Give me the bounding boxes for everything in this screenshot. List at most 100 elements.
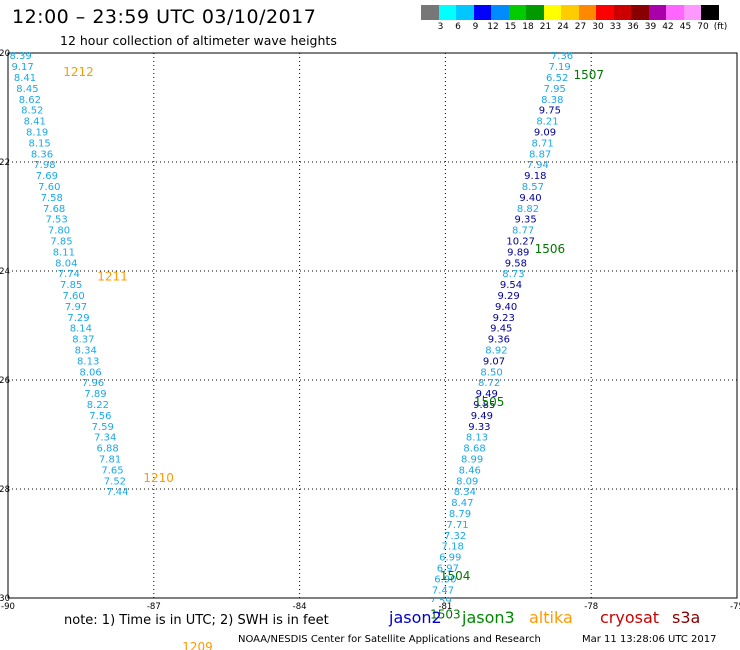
legend-swatch [491, 5, 509, 20]
legend-label: 24 [557, 22, 569, 32]
wave-height-value: 7.60 [38, 182, 60, 193]
wave-height-value: 8.52 [21, 106, 43, 117]
legend-swatch [648, 5, 666, 20]
wave-height-value: 7.60 [62, 291, 84, 302]
pass-time-label: 1505 [474, 395, 505, 409]
wave-height-value: 7.53 [45, 215, 67, 226]
map-frame [7, 52, 738, 599]
wave-height-value: 8.41 [24, 117, 46, 128]
legend-swatch [438, 5, 456, 20]
wave-height-value: 8.87 [529, 149, 551, 160]
legend-swatch [701, 5, 719, 20]
legend-swatch [561, 5, 579, 20]
pass-time-label: 1504 [440, 569, 471, 583]
lat-tick-label: -28 [0, 485, 10, 495]
legend-label: 12 [487, 22, 499, 32]
wave-height-value: 7.34 [94, 433, 116, 444]
pass-time-label: 1212 [63, 65, 94, 79]
legend-swatch [613, 5, 631, 20]
lon-tick-label: -81 [438, 602, 452, 612]
wave-height-value: 7.71 [446, 520, 468, 531]
legend-swatch [683, 5, 701, 20]
generation-timestamp: Mar 11 13:28:06 UTC 2017 [582, 634, 717, 645]
wave-height-value: 7.85 [60, 280, 82, 291]
legend-swatch [421, 5, 439, 20]
wave-height-value: 8.72 [478, 378, 500, 389]
legend-label: 33 [609, 22, 622, 32]
legend-label: (ft) [713, 22, 728, 32]
wave-height-value: 8.77 [512, 226, 534, 237]
wave-height-value: 6.52 [546, 73, 568, 84]
wave-height-value: 8.92 [485, 346, 507, 357]
wave-height-value: 8.57 [522, 182, 544, 193]
legend-swatch [473, 5, 491, 20]
wave-height-value: 9.33 [468, 422, 490, 433]
satellite-name: s3a [672, 608, 701, 627]
wave-height-value: 7.68 [43, 204, 65, 215]
legend-label: 6 [455, 22, 461, 32]
wave-height-value: 6.88 [96, 444, 118, 455]
legend-label: 45 [679, 22, 692, 32]
wave-height-value: 8.36 [31, 149, 53, 160]
wave-height-value: 7.81 [99, 455, 121, 466]
legend-swatch [578, 5, 596, 20]
wave-height-value: 8.46 [459, 465, 481, 476]
legend-label: 36 [627, 22, 639, 32]
credit-line: NOAA/NESDIS Center for Satellite Applica… [238, 634, 541, 645]
lon-tick-label: -78 [584, 602, 598, 612]
wave-height-value: 9.40 [519, 193, 541, 204]
wave-height-value: 7.56 [89, 411, 111, 422]
wave-height-value: 8.13 [77, 356, 99, 367]
wave-height-value: 8.68 [463, 444, 485, 455]
legend-label: 70 [697, 22, 709, 32]
wave-height-value: 8.11 [53, 247, 75, 258]
legend-swatch [631, 5, 649, 20]
wave-height-value: 7.80 [48, 226, 70, 237]
wave-height-value: 9.09 [534, 128, 556, 139]
wave-height-value: 9.07 [483, 356, 505, 367]
wave-height-value: 7.59 [92, 422, 114, 433]
pass-time-label: 1507 [573, 68, 604, 82]
wave-height-value: 7.52 [104, 476, 126, 487]
wave-height-value: 7.47 [432, 585, 454, 596]
wave-height-value: 7.44 [106, 487, 128, 498]
lat-tick-label: -20 [0, 49, 10, 59]
wave-height-value: 9.54 [500, 280, 522, 291]
wave-height-value: 7.18 [442, 542, 464, 553]
wave-height-value: 10.27 [506, 237, 535, 248]
wave-height-value: 7.89 [84, 389, 106, 400]
wave-height-value: 8.79 [449, 509, 471, 520]
legend-swatch [526, 5, 544, 20]
wave-height-value: 8.45 [16, 84, 38, 95]
wave-height-value: 9.18 [524, 171, 546, 182]
wave-height-value: 7.29 [67, 313, 89, 324]
legend-label: 9 [472, 22, 479, 32]
wave-height-value: 9.58 [505, 258, 527, 269]
footnote: note: 1) Time is in UTC; 2) SWH is in fe… [64, 613, 329, 628]
wave-height-value: 8.34 [75, 346, 97, 357]
legend-label: 42 [662, 22, 674, 32]
lat-tick-label: -24 [0, 267, 10, 277]
lon-tick-label: -90 [1, 602, 15, 612]
wave-height-group: 8.399.178.418.458.628.528.418.198.158.36… [10, 51, 574, 602]
lat-tick-label: -22 [0, 158, 10, 168]
lat-tick-label: -26 [0, 376, 10, 386]
pass-time-label: 1503 [430, 607, 461, 621]
legend-label: 39 [644, 22, 657, 32]
wave-height-value: 8.73 [502, 269, 524, 280]
page-title: 12:00 – 23:59 UTC 03/10/2017 [12, 6, 317, 28]
legend-label: 3 [437, 22, 444, 32]
legend-swatch [508, 5, 526, 20]
wave-height-value: 7.94 [527, 160, 549, 171]
pass-time-label: 1211 [97, 269, 128, 283]
legend-swatch [596, 5, 614, 20]
color-legend-labels: 3 6 9 12 15 18 21 24 27 30 33 36 39 42 45 70 (ft) [421, 22, 740, 36]
wave-height-value: 6.97 [437, 564, 459, 575]
wave-height-value: 8.38 [541, 95, 563, 106]
wave-height-value: 8.50 [480, 367, 502, 378]
wave-height-value: 9.17 [11, 62, 33, 73]
wave-height-value: 8.15 [28, 138, 50, 149]
lon-tick-label: -75 [730, 602, 740, 612]
wave-height-value: 8.19 [26, 128, 48, 139]
